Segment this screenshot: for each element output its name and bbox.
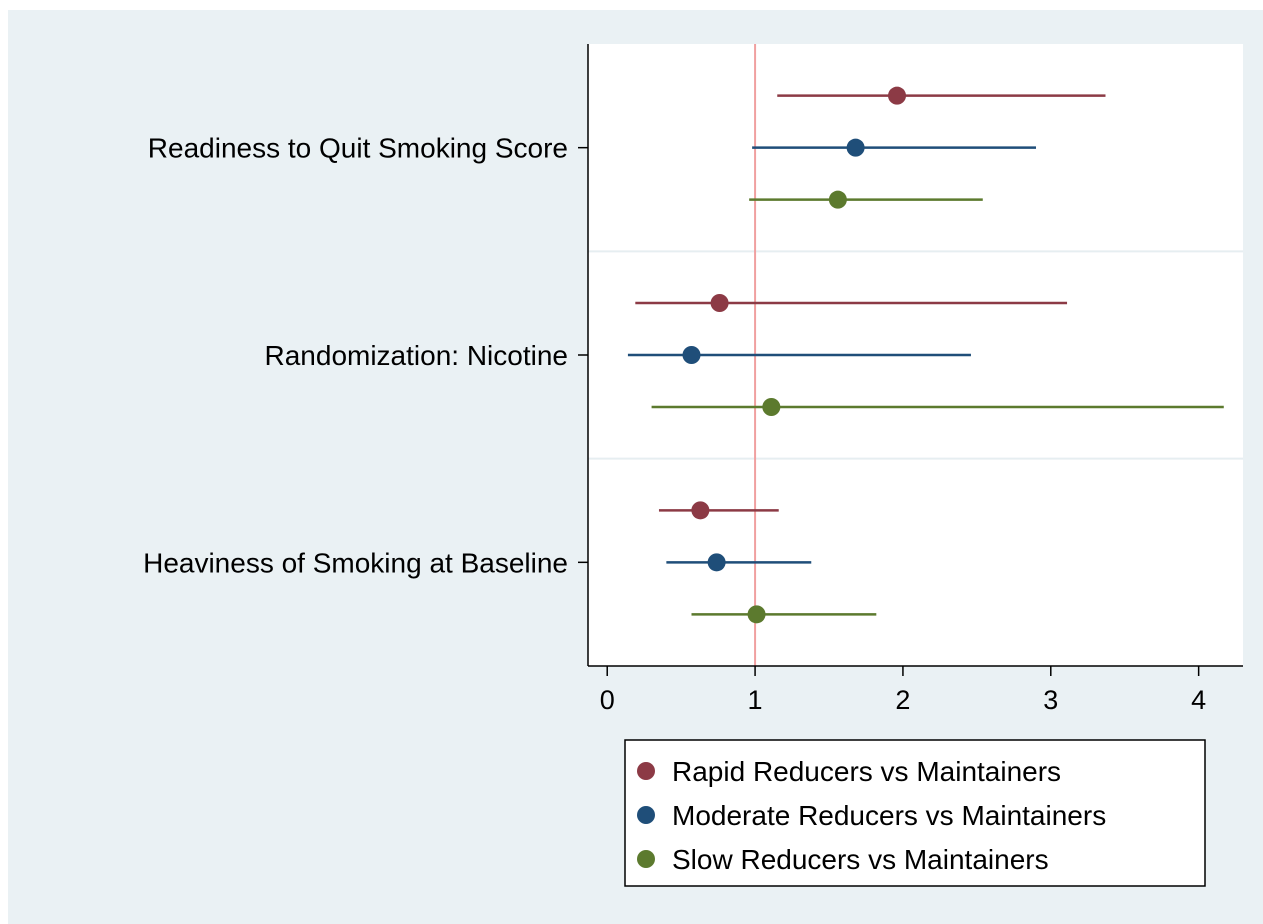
legend-entry: Moderate Reducers vs Maintainers <box>672 800 1106 831</box>
point-estimate <box>691 501 710 520</box>
point-estimate <box>707 553 726 572</box>
legend-entry: Rapid Reducers vs Maintainers <box>672 756 1061 787</box>
category-label: Readiness to Quit Smoking Score <box>148 133 568 164</box>
legend-marker <box>637 850 655 868</box>
x-tick-label: 3 <box>1043 685 1058 715</box>
legend-marker <box>637 806 655 824</box>
x-tick-label: 1 <box>748 685 763 715</box>
point-estimate <box>762 398 781 416</box>
point-estimate <box>828 190 847 209</box>
x-tick-label: 4 <box>1191 685 1206 715</box>
x-tick-label: 0 <box>600 685 615 715</box>
legend-marker <box>637 762 655 780</box>
point-estimate <box>682 346 701 364</box>
legend-entry: Slow Reducers vs Maintainers <box>672 844 1049 875</box>
point-estimate <box>710 294 729 312</box>
point-estimate <box>888 86 907 105</box>
category-label: Randomization: Nicotine <box>265 340 569 371</box>
category-label: Heaviness of Smoking at Baseline <box>143 547 568 578</box>
point-estimate <box>747 605 766 624</box>
x-tick-label: 2 <box>895 685 910 715</box>
legend-box <box>624 739 1206 887</box>
point-estimate <box>846 138 865 157</box>
